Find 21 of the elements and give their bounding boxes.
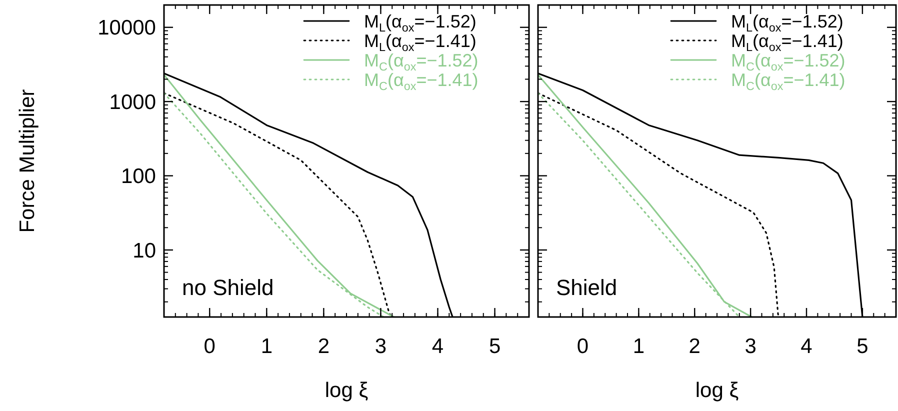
x-tick-label: 2 xyxy=(318,335,330,358)
y-axis-title: Force Multiplier xyxy=(16,89,39,233)
y-tick-label: 1000 xyxy=(109,90,156,114)
x-axis-title: log ξ xyxy=(324,379,368,402)
x-tick-label: 4 xyxy=(800,335,813,358)
x-tick-label: 4 xyxy=(432,335,444,358)
x-tick-label: 3 xyxy=(744,335,756,358)
x-tick-label: 3 xyxy=(374,335,387,358)
x-tick-label: 1 xyxy=(260,335,272,358)
x-tick-label: 0 xyxy=(204,335,216,358)
y-tick-label: 10 xyxy=(132,239,156,262)
x-tick-label: 5 xyxy=(856,335,868,358)
annotation: no Shield xyxy=(182,275,274,300)
x-tick-label: 2 xyxy=(688,335,700,358)
x-tick-label: 5 xyxy=(488,335,501,358)
annotation: Shield xyxy=(556,275,618,300)
x-tick-label: 1 xyxy=(632,335,645,358)
x-axis-title: log ξ xyxy=(695,379,739,402)
y-tick-label: 10000 xyxy=(98,16,156,40)
y-tick-label: 100 xyxy=(120,165,156,188)
x-tick-label: 0 xyxy=(576,335,589,358)
